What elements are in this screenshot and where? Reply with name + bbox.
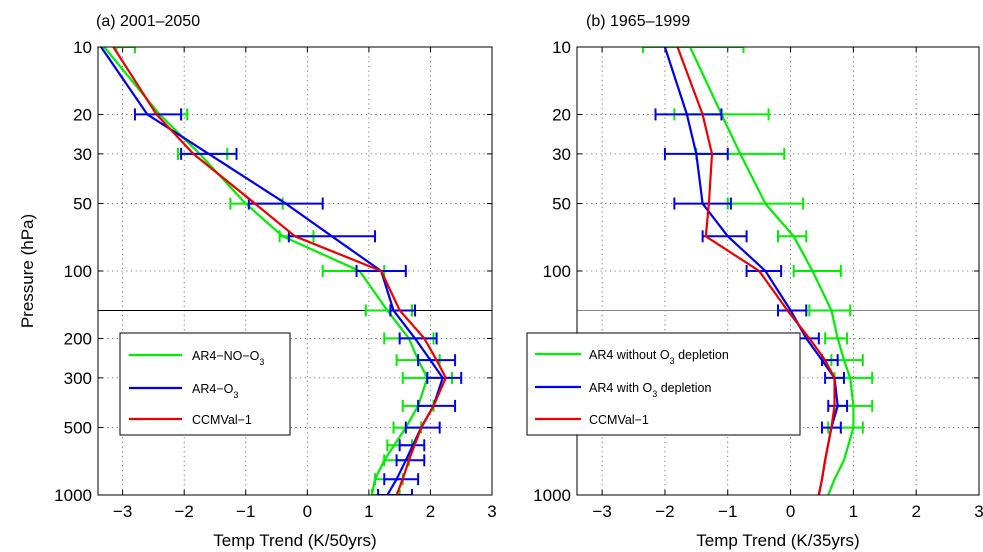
y-tick-label: 30 bbox=[73, 145, 92, 164]
x-tick-label: −2 bbox=[174, 502, 193, 521]
series-line-ccmval-1 bbox=[676, 47, 836, 495]
x-tick-label: −1 bbox=[718, 502, 737, 521]
plot-area bbox=[100, 47, 463, 495]
legend-entry: AR4−NO−O3 bbox=[192, 349, 264, 367]
y-tick-label: 10 bbox=[73, 38, 92, 57]
y-tick-label: 1000 bbox=[54, 486, 92, 505]
x-tick-label: 0 bbox=[303, 502, 312, 521]
x-axis-title: Temp Trend (K/50yrs) bbox=[213, 531, 376, 550]
y-tick-label: 10 bbox=[552, 38, 571, 57]
legend-entry: AR4 with O3 depletion bbox=[589, 381, 711, 399]
legend: AR4 without O3 depletion AR4 with O3 depl… bbox=[526, 332, 801, 436]
panel-a-chart: −3 −2 −1 0 1 2 3 10 20 30 50 100 200 300 500 1000 (a) 20… bbox=[54, 13, 497, 550]
legend-entry: CCMVal−1 bbox=[589, 413, 649, 427]
legend: AR4−NO−O3 AR4−O3 CCMVal−1 bbox=[119, 332, 291, 436]
y-tick-label: 500 bbox=[64, 419, 92, 438]
x-tick-label: −3 bbox=[592, 502, 611, 521]
plot-area bbox=[641, 47, 874, 495]
panel-title: (b) 1965–1999 bbox=[586, 13, 690, 30]
y-tick-label: 20 bbox=[552, 105, 571, 124]
y-tick-label: 100 bbox=[543, 262, 571, 281]
x-tick-label: −1 bbox=[236, 502, 255, 521]
y-tick-label: 20 bbox=[73, 105, 92, 124]
y-tick-label: 30 bbox=[552, 145, 571, 164]
plot-frame bbox=[576, 46, 980, 496]
x-tick-label: 0 bbox=[786, 502, 795, 521]
y-axis-title: Pressure (hPa) bbox=[18, 214, 37, 328]
y-tick-label: 300 bbox=[64, 369, 92, 388]
legend-entry: CCMVal−1 bbox=[192, 413, 252, 427]
legend-entry: AR4 without O3 depletion bbox=[589, 348, 729, 366]
x-tick-label: 1 bbox=[364, 502, 373, 521]
plot-frame bbox=[97, 46, 493, 496]
y-tick-label: 200 bbox=[64, 329, 92, 348]
legend-entry: AR4−O3 bbox=[192, 382, 238, 400]
x-tick-label: 1 bbox=[849, 502, 858, 521]
x-tick-label: 2 bbox=[426, 502, 435, 521]
panel-title: (a) 2001–2050 bbox=[96, 13, 200, 30]
x-tick-label: 2 bbox=[911, 502, 920, 521]
series-line-ccmval-1 bbox=[112, 47, 447, 495]
y-tick-label: 100 bbox=[64, 262, 92, 281]
x-tick-label: 3 bbox=[487, 502, 496, 521]
x-tick-label: −2 bbox=[655, 502, 674, 521]
x-tick-label: −3 bbox=[113, 502, 132, 521]
y-tick-label: 50 bbox=[552, 195, 571, 214]
y-tick-label: 1000 bbox=[533, 486, 571, 505]
x-axis-title: Temp Trend (K/35yrs) bbox=[696, 531, 859, 550]
x-tick-label: 3 bbox=[974, 502, 983, 521]
y-tick-label: 50 bbox=[73, 195, 92, 214]
